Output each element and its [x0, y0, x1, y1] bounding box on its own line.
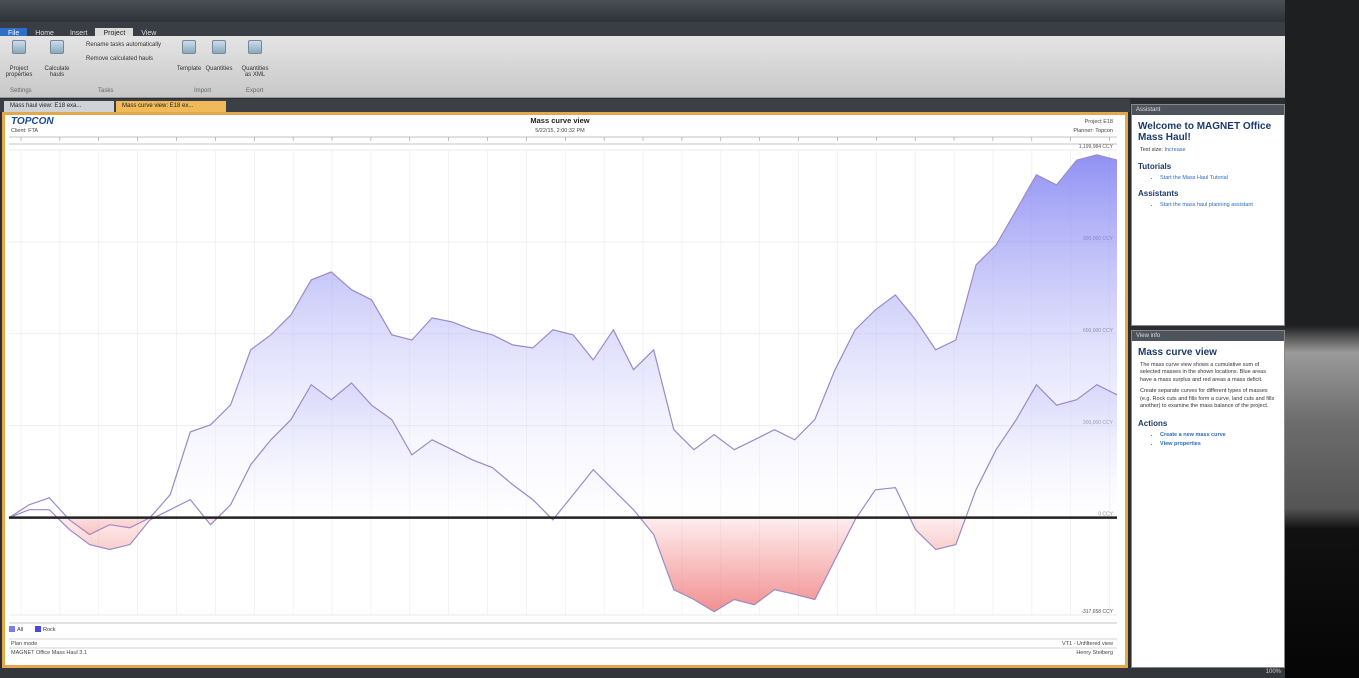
label: Text size: [1140, 147, 1163, 153]
ribbon-button[interactable]: Calculate hauls [40, 66, 74, 78]
section-heading: Tutorials [1138, 162, 1278, 171]
ribbon: Project properties Calculate hauls Renam… [0, 36, 1285, 98]
product: MAGNET Office Mass Haul 3.1 [11, 650, 87, 656]
ribbon-button[interactable]: Template [172, 66, 206, 72]
app-window: FileHomeInsertProjectView Project proper… [0, 0, 1359, 678]
ribbon-button[interactable]: Rename tasks automatically [86, 42, 161, 48]
mode: Plan mode [11, 641, 37, 647]
link[interactable]: Start the Mass Haul Tutorial [1160, 175, 1274, 181]
icon [248, 40, 262, 54]
y-tick-label: -317,658 CCY [1081, 609, 1113, 615]
y-tick-label: 1,199,984 CCY [1079, 144, 1114, 150]
paragraph: The mass curve view shows a cumulative s… [1140, 362, 1276, 384]
link[interactable]: Increase [1164, 147, 1185, 153]
panel-header: View info [1132, 331, 1284, 341]
welcome: Welcome to MAGNET Office Mass Haul! [1138, 121, 1278, 143]
section-heading: Actions [1138, 419, 1278, 428]
legend-swatch [35, 626, 41, 632]
legend-label: Rock [43, 627, 56, 633]
legend-swatch [9, 626, 15, 632]
ribbon-group: Tasks [98, 88, 113, 94]
user: Henry Steiberg [1076, 650, 1113, 656]
ribbon-button[interactable]: Quantities as XML [238, 66, 272, 78]
icon [50, 40, 64, 54]
panel-header: Assistant [1132, 105, 1284, 115]
ribbon-button[interactable]: Remove calculated hauls [86, 56, 153, 62]
icon [182, 40, 196, 54]
report-date: 5/22/15, 2:00:32 PM [535, 128, 585, 134]
view-info-panel: View info Mass curve view The mass curve… [1131, 330, 1285, 668]
icon [12, 40, 26, 54]
mass-curve-chart: TOPCON Client: FTA Mass curve view 5/22/… [5, 115, 1125, 665]
report-heading: Mass curve view [530, 116, 589, 125]
text-size: Text size: Increase [1140, 147, 1276, 154]
assistant-panel: Assistant Welcome to MAGNET Office Mass … [1131, 104, 1285, 326]
zoom: 100% [1266, 669, 1281, 675]
heading: Mass curve view [1138, 347, 1278, 358]
logo: TOPCON [11, 116, 54, 127]
paragraph: Create separate curves for different typ… [1140, 388, 1276, 410]
ribbon-button[interactable]: Quantities [202, 66, 236, 72]
section-heading: Assistants [1138, 189, 1278, 198]
link[interactable]: Create a new mass curve [1160, 432, 1274, 438]
ribbon-group: Settings [10, 88, 32, 94]
ribbon-group: Export [246, 88, 263, 94]
link[interactable]: Start the mass haul planning assistant [1160, 202, 1274, 208]
desktop-background [1285, 0, 1359, 678]
project: Project E18 [1085, 119, 1113, 125]
icon [212, 40, 226, 54]
chart-panel: TOPCON Client: FTA Mass curve view 5/22/… [2, 112, 1128, 668]
title-bar [0, 0, 1285, 22]
doc-tab[interactable]: Mass haul view: E18 exa... [4, 101, 114, 112]
document-tabs: Mass haul view: E18 exa... Mass curve vi… [0, 99, 1130, 112]
legend-label: All [17, 627, 23, 633]
link[interactable]: View properties [1160, 441, 1274, 447]
doc-tab[interactable]: Mass curve view: E18 ex... [116, 101, 226, 112]
planner: Planner: Topcon [1073, 128, 1113, 134]
ribbon-group: Import [194, 88, 211, 94]
client: Client: FTA [11, 128, 38, 134]
status-bar: 100% [0, 668, 1285, 678]
ribbon-button[interactable]: Project properties [2, 66, 36, 78]
view-filter: VT1 - Unfiltered view [1062, 641, 1113, 647]
